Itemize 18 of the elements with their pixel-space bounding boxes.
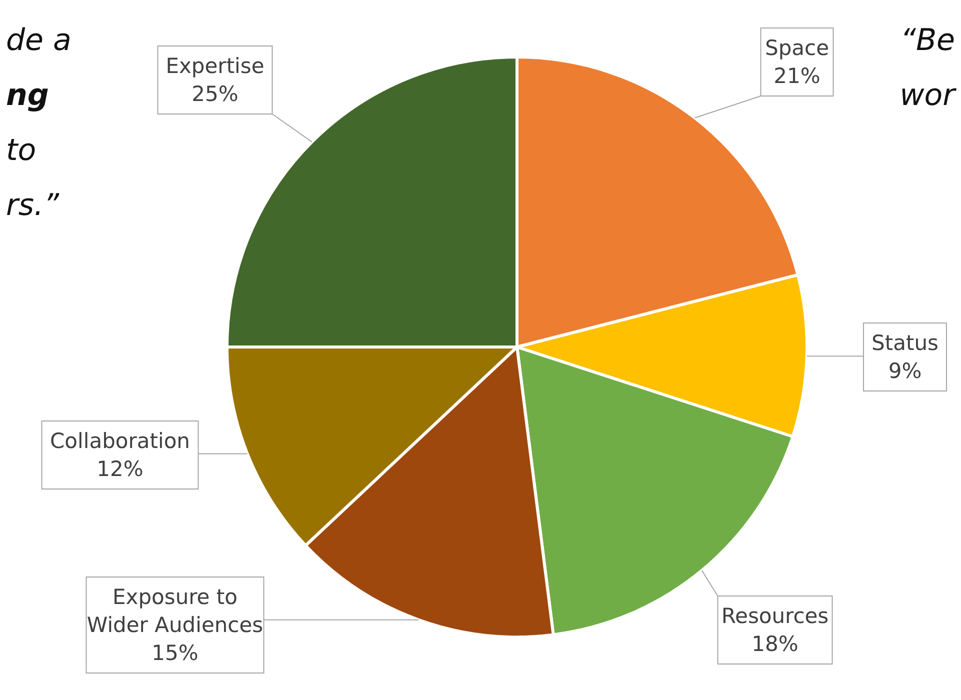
data-label: 21% <box>774 64 820 88</box>
data-label: 9% <box>888 359 922 383</box>
text: de a <box>6 23 72 58</box>
text: ng <box>6 78 49 113</box>
data-label: 18% <box>752 632 798 656</box>
text: rs.” <box>6 188 60 223</box>
slice-label: Expertise <box>166 54 264 78</box>
slice-label: Resources <box>721 604 829 628</box>
slice-label: Exposure to Wider Audiences <box>86 585 264 637</box>
text: “Be <box>900 23 955 58</box>
text: wor <box>900 78 957 113</box>
data-label: 25% <box>192 82 238 106</box>
slice-label: Collaboration <box>50 429 190 453</box>
slice-label: Space <box>765 36 829 60</box>
text: to <box>6 133 36 168</box>
data-label: 12% <box>96 457 144 481</box>
slice-label: Status <box>872 331 938 355</box>
data-label: 15% <box>152 641 198 665</box>
